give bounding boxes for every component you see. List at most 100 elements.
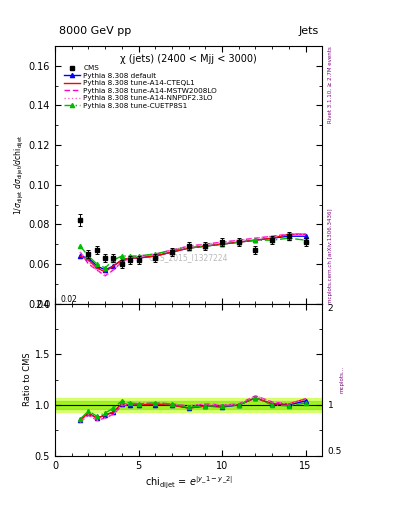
Pythia 8.308 default [170,249,174,255]
Pythia 8.308 default [136,255,141,261]
Pythia 8.308 tune-A14-MSTW2008LO [170,247,174,253]
Pythia 8.308 tune-A14-CTEQL1 [270,235,274,241]
Legend: CMS, Pythia 8.308 default, Pythia 8.308 tune-A14-CTEQL1, Pythia 8.308 tune-A14-M: CMS, Pythia 8.308 default, Pythia 8.308 … [64,65,217,109]
Y-axis label: Ratio to CMS: Ratio to CMS [23,353,32,407]
Pythia 8.308 tune-CUETP8S1 [94,261,99,267]
Text: CMS_2015_I1327224: CMS_2015_I1327224 [149,253,228,262]
Pythia 8.308 tune-A14-NNPDF2.3LO [253,235,258,241]
Line: Pythia 8.308 tune-A14-CTEQL1: Pythia 8.308 tune-A14-CTEQL1 [80,234,306,272]
Pythia 8.308 default [286,233,291,239]
Pythia 8.308 tune-A14-CTEQL1 [94,265,99,271]
Pythia 8.308 tune-A14-CTEQL1 [103,269,108,275]
Pythia 8.308 tune-CUETP8S1 [286,235,291,241]
Pythia 8.308 default [94,263,99,269]
Pythia 8.308 tune-A14-CTEQL1 [170,249,174,255]
Pythia 8.308 tune-A14-NNPDF2.3LO [103,273,108,279]
Pythia 8.308 tune-CUETP8S1 [170,247,174,253]
Pythia 8.308 tune-CUETP8S1 [136,253,141,259]
Bar [55,401,322,409]
Pythia 8.308 default [86,255,91,261]
Pythia 8.308 default [186,245,191,251]
Pythia 8.308 tune-A14-MSTW2008LO [103,273,108,279]
Pythia 8.308 tune-A14-CTEQL1 [186,245,191,251]
Pythia 8.308 default [270,235,274,241]
Text: 8000 GeV pp: 8000 GeV pp [59,26,131,36]
Pythia 8.308 tune-CUETP8S1 [186,245,191,251]
Pythia 8.308 tune-CUETP8S1 [303,237,308,243]
Pythia 8.308 tune-A14-NNPDF2.3LO [136,253,141,259]
Line: Pythia 8.308 tune-CUETP8S1: Pythia 8.308 tune-CUETP8S1 [78,236,308,270]
Pythia 8.308 tune-A14-NNPDF2.3LO [153,251,158,257]
Pythia 8.308 tune-A14-MSTW2008LO [128,255,132,261]
Text: 2: 2 [328,304,333,312]
Pythia 8.308 tune-A14-MSTW2008LO [153,251,158,257]
Pythia 8.308 tune-A14-CTEQL1 [203,243,208,249]
Text: 1: 1 [328,400,334,410]
Pythia 8.308 tune-A14-NNPDF2.3LO [86,259,91,265]
X-axis label: chi$_{\rm dijet}$ = $e^{|y\_1-y\_2|}$: chi$_{\rm dijet}$ = $e^{|y\_1-y\_2|}$ [145,475,233,491]
Pythia 8.308 default [253,237,258,243]
Pythia 8.308 tune-A14-NNPDF2.3LO [94,267,99,273]
Pythia 8.308 tune-A14-NNPDF2.3LO [220,239,224,245]
Pythia 8.308 tune-A14-CTEQL1 [303,231,308,237]
Pythia 8.308 tune-A14-NNPDF2.3LO [203,241,208,247]
Pythia 8.308 tune-A14-NNPDF2.3LO [270,233,274,239]
Pythia 8.308 tune-A14-CTEQL1 [111,263,116,269]
Pythia 8.308 tune-A14-NNPDF2.3LO [119,259,124,265]
Line: Pythia 8.308 tune-A14-NNPDF2.3LO: Pythia 8.308 tune-A14-NNPDF2.3LO [80,234,306,276]
Line: Pythia 8.308 tune-A14-MSTW2008LO: Pythia 8.308 tune-A14-MSTW2008LO [80,234,306,276]
Pythia 8.308 tune-A14-NNPDF2.3LO [128,255,132,261]
Pythia 8.308 tune-A14-MSTW2008LO [303,231,308,237]
Pythia 8.308 tune-A14-NNPDF2.3LO [286,231,291,237]
Pythia 8.308 tune-A14-CTEQL1 [253,237,258,243]
Line: Pythia 8.308 default: Pythia 8.308 default [78,234,308,272]
Pythia 8.308 default [237,239,241,245]
Pythia 8.308 tune-A14-MSTW2008LO [237,237,241,243]
Pythia 8.308 tune-CUETP8S1 [220,241,224,247]
Pythia 8.308 tune-A14-MSTW2008LO [220,239,224,245]
Pythia 8.308 tune-A14-CTEQL1 [119,257,124,263]
Pythia 8.308 tune-CUETP8S1 [111,257,116,263]
Pythia 8.308 tune-A14-NNPDF2.3LO [303,231,308,237]
Pythia 8.308 tune-A14-CTEQL1 [78,253,83,259]
Pythia 8.308 default [303,233,308,239]
Pythia 8.308 tune-CUETP8S1 [86,253,91,259]
Text: 0.02: 0.02 [61,294,77,304]
Pythia 8.308 tune-A14-MSTW2008LO [270,233,274,239]
Pythia 8.308 tune-A14-CTEQL1 [286,231,291,237]
Pythia 8.308 tune-CUETP8S1 [78,243,83,249]
Pythia 8.308 tune-CUETP8S1 [203,243,208,249]
Text: χ (jets) (2400 < Mjj < 3000): χ (jets) (2400 < Mjj < 3000) [120,54,257,64]
Pythia 8.308 tune-CUETP8S1 [103,265,108,271]
Pythia 8.308 tune-A14-MSTW2008LO [203,241,208,247]
Pythia 8.308 tune-A14-NNPDF2.3LO [170,247,174,253]
Text: mcplots.cern.ch [arXiv:1306.3436]: mcplots.cern.ch [arXiv:1306.3436] [328,208,333,304]
Pythia 8.308 tune-A14-MSTW2008LO [286,231,291,237]
Pythia 8.308 tune-A14-CTEQL1 [220,241,224,247]
Y-axis label: $1/\sigma_{\rm dijet}\ d\sigma_{\rm dijet}/d{\rm chi}_{\rm dijet}$: $1/\sigma_{\rm dijet}\ d\sigma_{\rm dije… [13,135,26,215]
Pythia 8.308 tune-A14-CTEQL1 [237,239,241,245]
Text: Rivet 3.1.10, ≥ 2.7M events: Rivet 3.1.10, ≥ 2.7M events [328,46,333,123]
Pythia 8.308 tune-A14-NNPDF2.3LO [186,243,191,249]
Pythia 8.308 tune-CUETP8S1 [270,237,274,243]
Text: 0.5: 0.5 [328,446,342,456]
Pythia 8.308 default [153,253,158,259]
Pythia 8.308 tune-A14-NNPDF2.3LO [237,237,241,243]
Pythia 8.308 tune-A14-MSTW2008LO [253,235,258,241]
Pythia 8.308 tune-A14-MSTW2008LO [78,249,83,255]
Pythia 8.308 default [203,243,208,249]
Pythia 8.308 tune-A14-NNPDF2.3LO [78,249,83,255]
Pythia 8.308 default [78,253,83,259]
Pythia 8.308 tune-A14-MSTW2008LO [186,243,191,249]
Pythia 8.308 tune-A14-MSTW2008LO [119,259,124,265]
Pythia 8.308 default [128,255,132,261]
Pythia 8.308 tune-A14-CTEQL1 [136,255,141,261]
Pythia 8.308 tune-CUETP8S1 [128,253,132,259]
Pythia 8.308 tune-A14-CTEQL1 [153,253,158,259]
Pythia 8.308 default [220,241,224,247]
Pythia 8.308 default [111,263,116,269]
Pythia 8.308 tune-A14-MSTW2008LO [111,267,116,273]
Pythia 8.308 tune-CUETP8S1 [237,239,241,245]
Pythia 8.308 tune-A14-CTEQL1 [86,257,91,263]
Pythia 8.308 default [103,267,108,273]
